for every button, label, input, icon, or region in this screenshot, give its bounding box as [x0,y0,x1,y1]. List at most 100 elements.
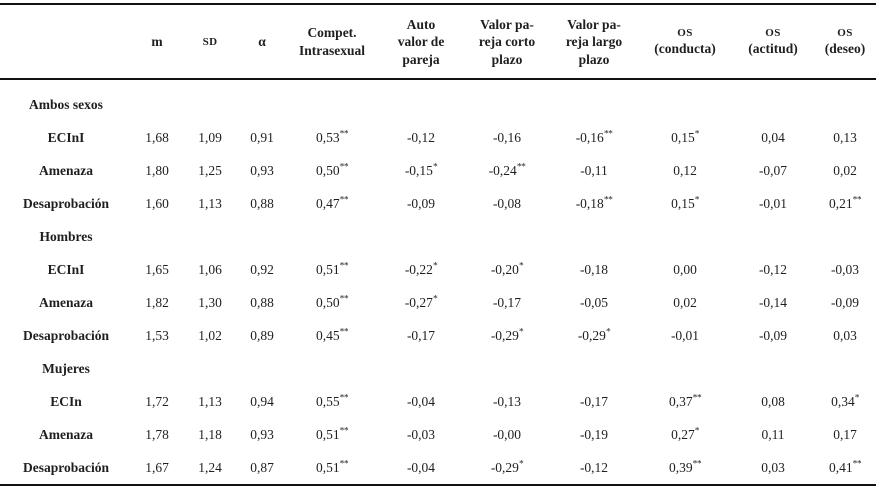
cell-value: -0,09 [830,294,860,310]
significance-marker: ** [852,459,862,469]
cell-value: -0,18 [579,261,609,277]
correlation-table: m SD α Compet. Intrasexual Auto valor de pareja… [0,3,876,486]
cell-value: 0,92 [250,261,274,277]
table-row: Amenaza 1,78 1,18 0,93 0,51** -0,03 -0,00 -0,19… [0,418,876,451]
cell-value: 0,94 [250,393,274,409]
empty-cell [464,352,550,385]
empty-cell [638,79,732,121]
row-label: ECInI [47,129,85,145]
cell-value: 0,55** [315,393,349,409]
significance-marker: ** [603,195,613,205]
significance-marker: * [432,294,438,304]
cell-value: -0,08 [492,195,522,211]
significance-marker: ** [339,195,349,205]
empty-cell [464,79,550,121]
cell-value: 0,37** [668,393,702,409]
empty-cell [378,352,464,385]
significance-marker: ** [339,393,349,403]
significance-marker: * [694,426,700,436]
cell-value: 0,02 [833,162,857,178]
significance-marker: ** [339,129,349,139]
cell-value: 1,06 [198,261,222,277]
cell-value: 0,13 [833,129,857,145]
cell-value: 1,68 [145,129,169,145]
empty-cell [814,220,876,253]
empty-cell [238,220,286,253]
empty-cell [286,79,378,121]
cell-value: 0,03 [833,327,857,343]
column-header: OS (actitud) [732,4,814,80]
empty-cell [132,79,182,121]
cell-value: -0,17 [579,393,609,409]
significance-marker: * [694,129,700,139]
empty-cell [238,79,286,121]
cell-value: -0,11 [580,162,608,178]
cell-value: -0,14 [758,294,788,310]
cell-value: 1,82 [145,294,169,310]
cell-value: 0,41** [828,459,862,475]
cell-value: 0,39** [668,459,702,475]
cell-value: 0,21** [828,195,862,211]
cell-value: -0,24** [488,162,526,178]
empty-cell [132,220,182,253]
cell-value: 1,18 [198,426,222,442]
cell-value: 1,02 [198,327,222,343]
cell-value: 1,30 [198,294,222,310]
cell-value: 0,27* [671,426,700,442]
significance-marker: ** [852,195,862,205]
table-row: Amenaza 1,80 1,25 0,93 0,50** -0,15* -0,24** -0… [0,154,876,187]
row-label-column-header [0,4,132,80]
column-header: α [238,4,286,80]
cell-value: 0,50** [315,294,349,310]
cell-value: 1,25 [198,162,222,178]
cell-value: 0,51** [315,459,349,475]
cell-value: 0,51** [315,261,349,277]
group-row: Ambos sexos [0,79,876,121]
significance-marker: ** [339,327,349,337]
empty-cell [638,220,732,253]
cell-value: -0,05 [579,294,609,310]
cell-value: -0,04 [406,393,436,409]
cell-value: 1,72 [145,393,169,409]
cell-value: 0,17 [833,426,857,442]
table-row: ECInI 1,68 1,09 0,91 0,53** -0,12 -0,16 -0,16**… [0,121,876,154]
row-label: ECIn [50,393,82,409]
cell-value: 0,02 [673,294,697,310]
column-header: OS (conducta) [638,4,732,80]
row-label: Desaprobación [22,327,109,343]
cell-value: -0,04 [406,459,436,475]
cell-value: -0,17 [406,327,436,343]
significance-marker: ** [339,459,349,469]
empty-cell [238,352,286,385]
significance-marker: * [694,195,700,205]
significance-marker: ** [339,426,349,436]
table-row: ECIn 1,72 1,13 0,94 0,55** -0,04 -0,13 -0,17 0,3… [0,385,876,418]
empty-cell [550,79,638,121]
column-header: SD [182,4,238,80]
significance-marker: * [432,162,438,172]
empty-cell [814,352,876,385]
table-header: m SD α Compet. Intrasexual Auto valor de pareja… [0,4,876,80]
group-label: Hombres [39,228,93,244]
row-label: ECInI [47,261,85,277]
cell-value: 0,93 [250,162,274,178]
empty-cell [182,352,238,385]
cell-value: 1,67 [145,459,169,475]
cell-value: -0,29* [490,459,524,475]
empty-cell [464,220,550,253]
column-header: OS (deseo) [814,4,876,80]
cell-value: 0,88 [250,195,274,211]
cell-value: 0,51** [315,426,349,442]
significance-marker: * [518,459,524,469]
empty-cell [286,352,378,385]
empty-cell [732,79,814,121]
cell-value: 1,65 [145,261,169,277]
significance-marker: ** [603,129,613,139]
cell-value: 0,47** [315,195,349,211]
cell-value: 1,24 [198,459,222,475]
empty-cell [550,352,638,385]
cell-value: -0,12 [579,459,609,475]
cell-value: -0,18** [575,195,613,211]
column-header: m [132,4,182,80]
row-label: Amenaza [39,294,93,310]
